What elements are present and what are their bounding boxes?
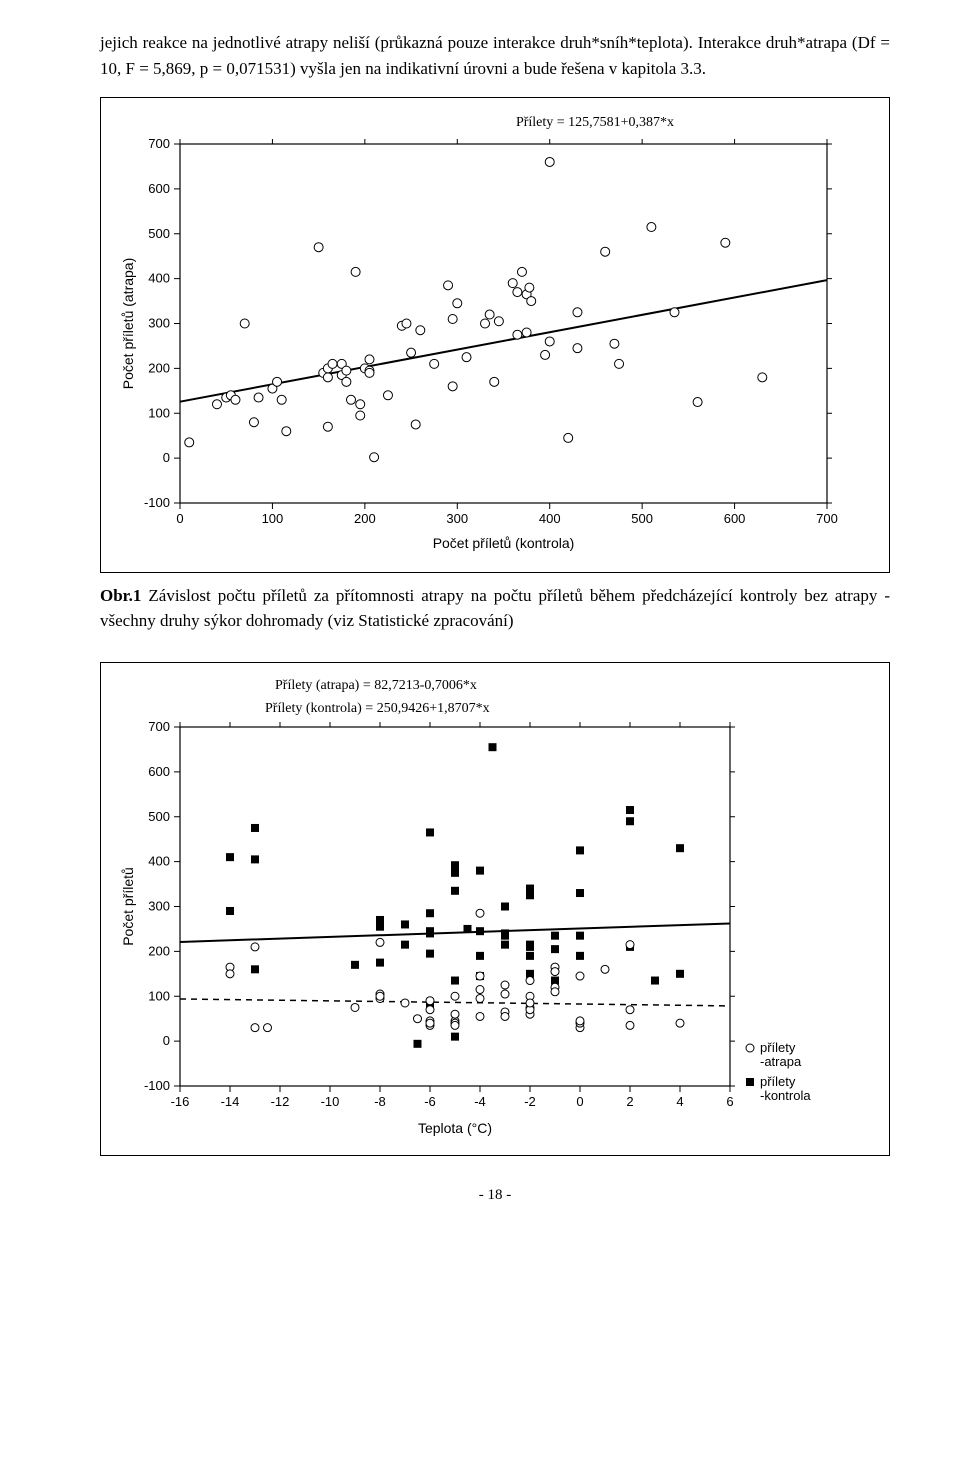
svg-text:100: 100 <box>148 988 170 1003</box>
svg-text:-100: -100 <box>144 495 170 510</box>
svg-text:Počet příletů (atrapa): Počet příletů (atrapa) <box>120 257 136 389</box>
page-number: - 18 - <box>100 1184 890 1207</box>
scatter-chart-1: -100 0 100 200 300 400 500 600 700 0 100 200 300 400 5… <box>115 138 845 558</box>
svg-text:100: 100 <box>148 405 170 420</box>
svg-text:-2: -2 <box>524 1094 536 1109</box>
svg-text:700: 700 <box>816 511 838 526</box>
svg-text:-6: -6 <box>424 1094 436 1109</box>
svg-text:-12: -12 <box>271 1094 290 1109</box>
figure-1-caption-text: Závislost počtu příletů za přítomnosti a… <box>100 586 890 631</box>
svg-text:Teplota (°C): Teplota (°C) <box>418 1120 492 1136</box>
svg-text:300: 300 <box>148 898 170 913</box>
svg-text:100: 100 <box>262 511 284 526</box>
fig2-equation-2: Přílety (kontrola) = 250,9426+1,8707*x <box>265 698 875 719</box>
svg-text:400: 400 <box>148 853 170 868</box>
svg-text:500: 500 <box>148 808 170 823</box>
svg-text:500: 500 <box>631 511 653 526</box>
svg-text:300: 300 <box>148 315 170 330</box>
svg-text:0: 0 <box>163 1033 170 1048</box>
svg-text:-10: -10 <box>321 1094 340 1109</box>
svg-text:Počet příletů (kontrola): Počet příletů (kontrola) <box>433 535 575 551</box>
svg-text:200: 200 <box>354 511 376 526</box>
svg-text:-kontrola: -kontrola <box>760 1088 811 1103</box>
svg-text:-16: -16 <box>171 1094 190 1109</box>
svg-text:Počet příletů: Počet příletů <box>120 867 136 946</box>
svg-text:200: 200 <box>148 943 170 958</box>
svg-text:6: 6 <box>726 1094 733 1109</box>
svg-text:0: 0 <box>576 1094 583 1109</box>
fig1-equation: Přílety = 125,7581+0,387*x <box>516 115 674 130</box>
svg-text:4: 4 <box>676 1094 683 1109</box>
svg-text:-14: -14 <box>221 1094 240 1109</box>
svg-text:2: 2 <box>626 1094 633 1109</box>
svg-text:-8: -8 <box>374 1094 386 1109</box>
svg-text:0: 0 <box>176 511 183 526</box>
figure-1-label: Obr.1 <box>100 586 141 605</box>
figure-1-panel: Přílety = 125,7581+0,387*x -100 0 100 200 30… <box>100 97 890 573</box>
svg-text:200: 200 <box>148 360 170 375</box>
svg-text:600: 600 <box>148 763 170 778</box>
paragraph-1: jejich reakce na jednotlivé atrapy neliš… <box>100 30 890 81</box>
svg-text:400: 400 <box>539 511 561 526</box>
scatter-chart-2: -100 0 100 200 300 400 500 600 700 -16 -14 -12 -10 -8… <box>115 721 845 1141</box>
figure-1-caption: Obr.1 Závislost počtu příletů za přítomn… <box>100 583 890 634</box>
figure-2-panel: Přílety (atrapa) = 82,7213-0,7006*x Příl… <box>100 662 890 1156</box>
svg-text:600: 600 <box>148 180 170 195</box>
svg-text:0: 0 <box>163 450 170 465</box>
svg-text:-4: -4 <box>474 1094 486 1109</box>
svg-text:-atrapa: -atrapa <box>760 1054 802 1069</box>
svg-text:600: 600 <box>724 511 746 526</box>
svg-text:700: 700 <box>148 138 170 151</box>
svg-text:700: 700 <box>148 721 170 734</box>
svg-text:přílety: přílety <box>760 1074 796 1089</box>
svg-text:400: 400 <box>148 270 170 285</box>
fig2-equation-1: Přílety (atrapa) = 82,7213-0,7006*x <box>275 675 875 696</box>
svg-text:přílety: přílety <box>760 1040 796 1055</box>
svg-text:300: 300 <box>446 511 468 526</box>
svg-text:-100: -100 <box>144 1078 170 1093</box>
svg-text:500: 500 <box>148 225 170 240</box>
